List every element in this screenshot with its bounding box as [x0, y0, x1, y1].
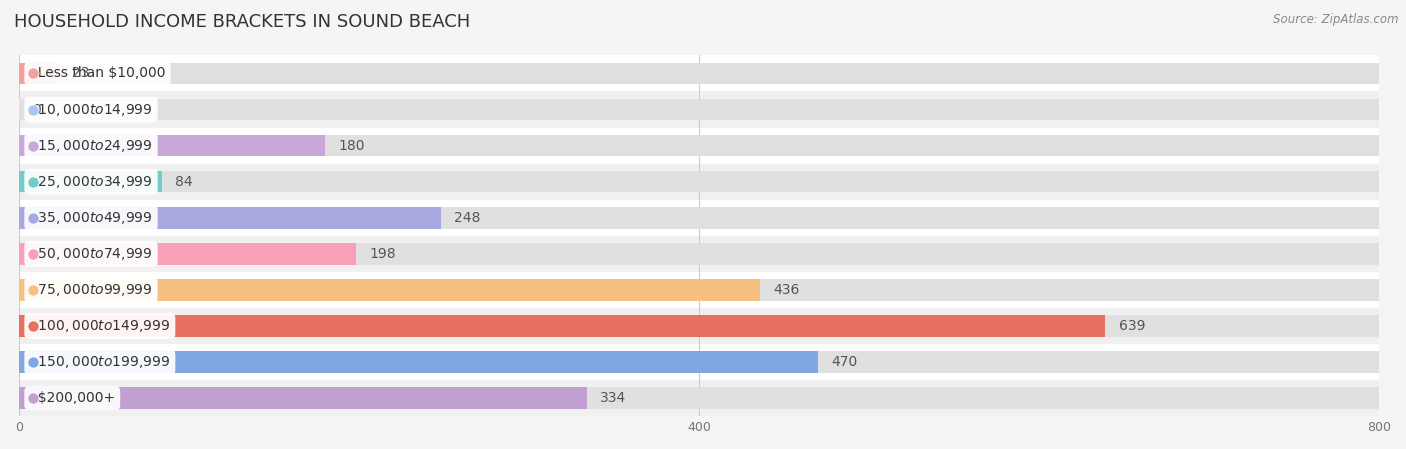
- Bar: [20, 62, 1379, 84]
- Bar: [20, 163, 1379, 200]
- Text: $50,000 to $74,999: $50,000 to $74,999: [30, 246, 153, 262]
- Bar: [20, 62, 58, 84]
- Bar: [20, 207, 440, 229]
- Bar: [20, 236, 1379, 272]
- Bar: [20, 387, 586, 409]
- Bar: [20, 351, 1379, 373]
- Text: 248: 248: [454, 211, 481, 225]
- Text: 639: 639: [1119, 319, 1146, 333]
- Bar: [20, 207, 1379, 229]
- Text: 198: 198: [370, 247, 396, 261]
- Text: $15,000 to $24,999: $15,000 to $24,999: [30, 137, 153, 154]
- Text: $35,000 to $49,999: $35,000 to $49,999: [30, 210, 153, 226]
- Bar: [20, 351, 818, 373]
- Text: HOUSEHOLD INCOME BRACKETS IN SOUND BEACH: HOUSEHOLD INCOME BRACKETS IN SOUND BEACH: [14, 13, 471, 31]
- Text: $10,000 to $14,999: $10,000 to $14,999: [30, 101, 153, 118]
- Text: Source: ZipAtlas.com: Source: ZipAtlas.com: [1274, 13, 1399, 26]
- Bar: [20, 315, 1105, 337]
- Text: $100,000 to $149,999: $100,000 to $149,999: [30, 318, 170, 334]
- Text: 84: 84: [176, 175, 193, 189]
- Bar: [20, 279, 1379, 301]
- Bar: [20, 171, 162, 193]
- Bar: [20, 135, 1379, 156]
- Bar: [20, 387, 1379, 409]
- Bar: [20, 308, 1379, 344]
- Bar: [20, 243, 1379, 264]
- Bar: [20, 171, 1379, 193]
- Text: $200,000+: $200,000+: [30, 391, 115, 405]
- Bar: [20, 272, 1379, 308]
- Text: Less than $10,000: Less than $10,000: [30, 66, 166, 80]
- Text: $75,000 to $99,999: $75,000 to $99,999: [30, 282, 153, 298]
- Bar: [20, 344, 1379, 380]
- Text: 470: 470: [831, 355, 858, 369]
- Bar: [20, 315, 1379, 337]
- Bar: [20, 135, 325, 156]
- Text: 334: 334: [600, 391, 627, 405]
- Bar: [20, 380, 1379, 416]
- Text: 180: 180: [339, 139, 366, 153]
- Text: 0: 0: [32, 102, 41, 117]
- Bar: [20, 200, 1379, 236]
- Bar: [20, 55, 1379, 92]
- Text: 436: 436: [773, 283, 800, 297]
- Bar: [20, 128, 1379, 163]
- Text: $25,000 to $34,999: $25,000 to $34,999: [30, 174, 153, 189]
- Bar: [20, 279, 761, 301]
- Bar: [20, 99, 1379, 120]
- Text: $150,000 to $199,999: $150,000 to $199,999: [30, 354, 170, 370]
- Bar: [20, 92, 1379, 128]
- Bar: [20, 243, 356, 264]
- Text: 23: 23: [72, 66, 89, 80]
